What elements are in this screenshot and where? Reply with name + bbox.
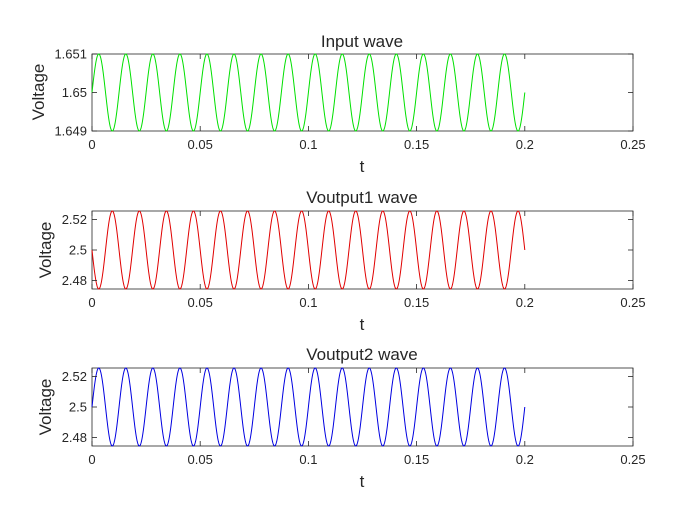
x-axis-label: t <box>360 472 365 491</box>
x-tick-label: 0.25 <box>620 137 645 152</box>
x-tick-label: 0.1 <box>299 137 317 152</box>
y-tick-label: 1.65 <box>62 85 87 100</box>
y-tick-label: 1.649 <box>54 124 87 139</box>
y-ticks: 2.48 2.5 2.52 <box>62 369 633 445</box>
y-axis-label: Voltage <box>36 379 55 436</box>
x-tick-label: 0.2 <box>516 452 534 467</box>
subplot-title: Voutput1 wave <box>306 188 418 207</box>
x-ticks: 0 0.05 0.1 0.15 0.2 0.25 <box>88 368 646 467</box>
x-tick-label: 0 <box>88 295 95 310</box>
x-axis-label: t <box>360 315 365 334</box>
series-line-0 <box>91 367 526 447</box>
y-tick-label: 2.5 <box>69 400 87 415</box>
x-tick-label: 0.25 <box>620 295 645 310</box>
x-tick-label: 0.05 <box>188 295 213 310</box>
x-ticks: 0 0.05 0.1 0.15 0.2 0.25 <box>88 211 646 310</box>
series-line-0 <box>91 210 526 290</box>
series-layer <box>91 210 526 290</box>
x-tick-label: 0.15 <box>404 137 429 152</box>
y-tick-label: 2.48 <box>62 430 87 445</box>
x-tick-label: 0.15 <box>404 452 429 467</box>
series-line-0 <box>91 53 526 132</box>
x-tick-label: 0.2 <box>516 137 534 152</box>
subplot-input-wave: Input wave 0 0.05 0.1 0.15 0.2 0.25 1.649 1.65… <box>29 32 646 176</box>
subplot-title: Input wave <box>321 32 403 51</box>
x-tick-label: 0 <box>88 137 95 152</box>
x-tick-label: 0.05 <box>188 452 213 467</box>
x-tick-label: 0.1 <box>299 295 317 310</box>
y-tick-label: 1.651 <box>54 47 87 62</box>
y-tick-label: 2.52 <box>62 369 87 384</box>
y-tick-label: 2.52 <box>62 212 87 227</box>
y-tick-label: 2.5 <box>69 243 87 258</box>
series-layer <box>91 367 526 447</box>
y-ticks: 2.48 2.5 2.52 <box>62 212 633 288</box>
subplot-voutput1-wave: Voutput1 wave 0 0.05 0.1 0.15 0.2 0.25 2.482.… <box>36 188 646 334</box>
x-tick-label: 0.15 <box>404 295 429 310</box>
x-tick-label: 0.1 <box>299 452 317 467</box>
x-tick-label: 0 <box>88 452 95 467</box>
x-tick-label: 0.25 <box>620 452 645 467</box>
y-ticks: 1.649 1.65 1.651 <box>54 47 633 139</box>
x-axis-label: t <box>360 157 365 176</box>
y-axis-label: Voltage <box>36 222 55 279</box>
y-axis-label: Voltage <box>29 64 48 121</box>
x-tick-label: 0.2 <box>516 295 534 310</box>
subplot-title: Voutput2 wave <box>306 345 418 364</box>
x-tick-label: 0.05 <box>188 137 213 152</box>
x-ticks: 0 0.05 0.1 0.15 0.2 0.25 <box>88 54 646 152</box>
subplot-voutput2-wave: Voutput2 wave 0 0.05 0.1 0.15 0.2 0.25 2.482.… <box>36 345 646 491</box>
y-tick-label: 2.48 <box>62 273 87 288</box>
series-layer <box>91 53 526 132</box>
